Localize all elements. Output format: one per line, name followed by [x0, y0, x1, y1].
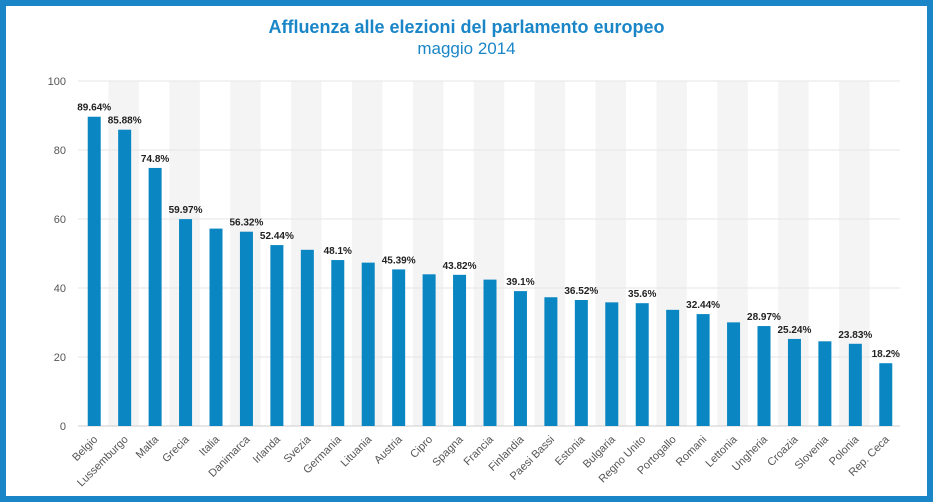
- x-tick-label: Lituania: [339, 433, 375, 469]
- chart-title: Affluenza alle elezioni del parlamento e…: [268, 17, 665, 37]
- data-label: 39.1%: [506, 277, 534, 288]
- bar: [148, 167, 162, 426]
- data-labels: 89.64% 85.88% 74.8% 59.97% 56.32% 52.44% 48.1%…: [77, 103, 900, 360]
- bar: [361, 262, 375, 426]
- bar: [574, 300, 588, 426]
- x-tick-label: Austria: [372, 433, 405, 466]
- bar: [666, 309, 680, 426]
- bar: [87, 116, 101, 426]
- x-tick-label: Spagna: [430, 433, 466, 469]
- bar: [848, 343, 862, 426]
- y-tick-label: 100: [48, 76, 66, 88]
- data-label: 23.83%: [838, 330, 872, 341]
- bars: [87, 116, 893, 427]
- data-label: 89.64%: [77, 103, 111, 114]
- data-label: 43.82%: [443, 261, 477, 272]
- bar: [392, 269, 406, 426]
- data-label: 32.44%: [686, 300, 720, 311]
- bar: [544, 297, 558, 426]
- bar: [757, 326, 771, 426]
- y-tick-label: 20: [54, 352, 66, 364]
- y-tick-label: 80: [54, 145, 66, 157]
- bar: [270, 245, 284, 426]
- bar: [209, 228, 223, 426]
- x-tick-label: Italia: [197, 433, 223, 459]
- x-tick-label: Cipro: [408, 434, 435, 461]
- y-axis: 0 20 40 60 80 100: [48, 76, 66, 433]
- bar: [879, 363, 893, 426]
- data-label: 48.1%: [324, 246, 352, 257]
- bar: [818, 341, 832, 426]
- bar: [239, 231, 253, 426]
- bar: [787, 338, 801, 426]
- bar: [635, 303, 649, 426]
- bar: [696, 314, 710, 426]
- bar: [331, 260, 345, 426]
- data-label: 36.52%: [564, 286, 598, 297]
- y-tick-label: 40: [54, 283, 66, 295]
- data-label: 45.39%: [382, 255, 416, 266]
- chart-subtitle: maggio 2014: [417, 39, 516, 58]
- data-label: 56.32%: [229, 218, 263, 229]
- bar: [513, 291, 527, 426]
- data-label: 59.97%: [169, 205, 203, 216]
- x-tick-label: Slovenia: [793, 433, 832, 472]
- data-label: 25.24%: [777, 325, 811, 336]
- bar: [300, 249, 314, 426]
- bar: [453, 274, 467, 426]
- data-label: 52.44%: [260, 231, 294, 242]
- bar: [118, 129, 132, 427]
- data-label: 35.6%: [628, 289, 656, 300]
- bar: [605, 302, 619, 426]
- x-tick-label: Romani: [674, 434, 709, 469]
- bar: [483, 279, 497, 426]
- y-tick-label: 0: [60, 421, 66, 433]
- data-label: 28.97%: [747, 312, 781, 323]
- y-tick-label: 60: [54, 214, 66, 226]
- bar: [179, 219, 193, 426]
- x-tick-label: Malta: [134, 433, 162, 461]
- x-tick-label: Grecia: [160, 433, 192, 465]
- data-label: 85.88%: [108, 116, 142, 127]
- chart-header: Affluenza alle elezioni del parlamento e…: [0, 16, 933, 60]
- bar: [422, 274, 436, 426]
- x-tick-label: Irlanda: [251, 433, 284, 466]
- bar: [727, 322, 741, 426]
- data-label: 74.8%: [141, 154, 169, 165]
- data-label: 18.2%: [872, 349, 900, 360]
